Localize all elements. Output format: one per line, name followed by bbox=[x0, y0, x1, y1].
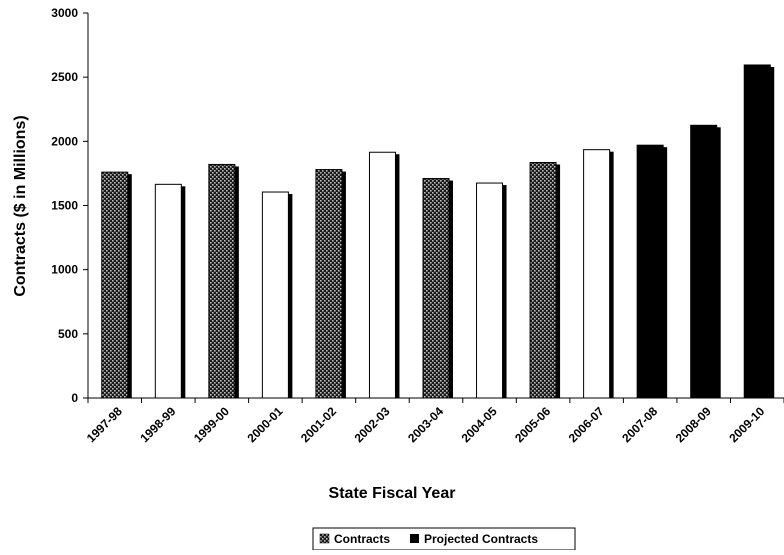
x-tick-label: 2002-03 bbox=[352, 404, 393, 445]
bar-2001-02 bbox=[315, 169, 343, 399]
x-axis: 1997-98 1998-99 1999-00 2000-01 2001-02 2002-… bbox=[84, 397, 784, 445]
x-tick-label: 1999-00 bbox=[191, 404, 232, 445]
bar-2002-03 bbox=[368, 151, 396, 399]
bar-2007-08 bbox=[636, 144, 664, 399]
bar-2006-07 bbox=[583, 149, 611, 399]
bar-2000-01 bbox=[261, 191, 289, 399]
bar-2008-09 bbox=[690, 124, 718, 399]
legend-label-contracts: Contracts bbox=[334, 532, 390, 546]
x-tick-label: 2006-07 bbox=[566, 404, 607, 445]
bar-1999-00 bbox=[208, 163, 236, 399]
x-tick-label: 2000-01 bbox=[244, 404, 285, 445]
legend: Contracts Projected Contracts bbox=[312, 527, 576, 551]
bar-2009-10 bbox=[743, 64, 771, 399]
y-tick-label: 1500 bbox=[51, 199, 78, 213]
bar-2004-05 bbox=[476, 182, 504, 399]
legend-label-projected: Projected Contracts bbox=[424, 532, 538, 546]
x-tick-label: 2004-05 bbox=[459, 404, 500, 445]
x-tick-label: 2008-09 bbox=[673, 404, 714, 445]
y-axis: 0 500 1000 1500 2000 2500 3000 bbox=[51, 6, 89, 405]
bar-1998-99 bbox=[154, 183, 182, 399]
y-tick-label: 0 bbox=[71, 391, 78, 405]
x-tick-label: 2005-06 bbox=[512, 404, 553, 445]
y-tick-label: 3000 bbox=[51, 6, 78, 20]
x-tick-label: 1997-98 bbox=[84, 404, 125, 445]
bar-2003-04 bbox=[422, 178, 450, 399]
legend-swatch-contracts bbox=[319, 533, 330, 544]
y-tick-label: 1000 bbox=[51, 263, 78, 277]
x-tick-label: 2001-02 bbox=[298, 404, 339, 445]
y-tick-label: 2000 bbox=[51, 134, 78, 148]
x-axis-title: State Fiscal Year bbox=[329, 485, 456, 502]
y-tick-label: 2500 bbox=[51, 70, 78, 84]
bar-2005-06 bbox=[529, 162, 557, 399]
x-tick-label: 1998-99 bbox=[137, 404, 178, 445]
y-axis-title: Contracts ($ in Millions) bbox=[12, 115, 29, 296]
bar-1997-98 bbox=[101, 171, 129, 399]
bars bbox=[101, 64, 775, 399]
x-tick-label: 2003-04 bbox=[405, 404, 446, 445]
x-tick-label: 2009-10 bbox=[726, 404, 767, 445]
y-tick-label: 500 bbox=[58, 327, 78, 341]
x-tick-label: 2007-08 bbox=[619, 404, 660, 445]
legend-swatch-projected bbox=[410, 534, 419, 543]
